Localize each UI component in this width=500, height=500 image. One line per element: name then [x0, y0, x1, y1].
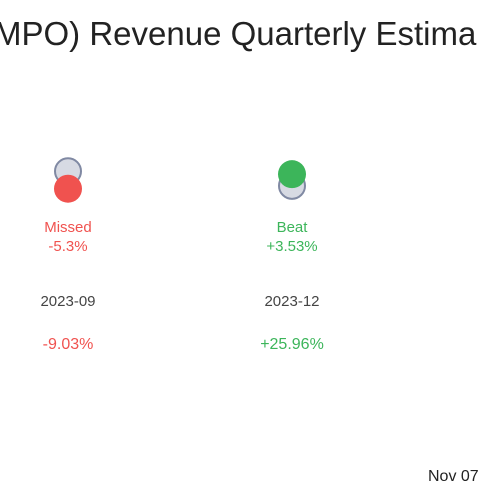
period-label: 2023-09	[40, 293, 95, 310]
surprise-label: -5.3%	[48, 238, 87, 255]
surprise-label: +3.53%	[266, 238, 317, 255]
period-label: 2023-12	[264, 293, 319, 310]
actual-marker	[54, 174, 82, 203]
status-label: Missed	[44, 219, 92, 236]
quarter-marks: Missed -5.3% 2023-09 -9.03% Beat +3.53% 2023-1…	[40, 157, 324, 353]
chart-title: MPO) Revenue Quarterly Estima	[0, 15, 477, 52]
actual-marker	[278, 160, 306, 189]
date-stamp: Nov 07	[428, 468, 479, 485]
status-label: Beat	[277, 219, 309, 236]
yoy-label: +25.96%	[260, 336, 324, 353]
yoy-label: -9.03%	[43, 336, 94, 353]
